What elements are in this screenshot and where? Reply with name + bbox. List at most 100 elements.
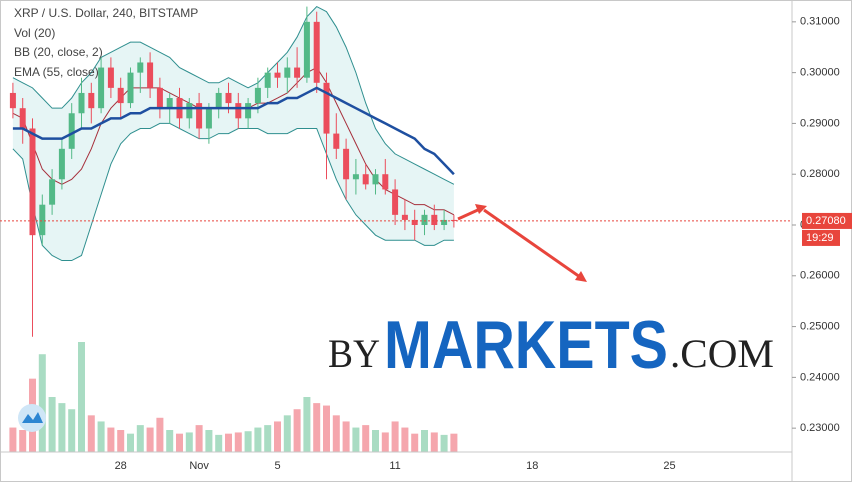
volume-bar <box>215 434 223 452</box>
volume-bar <box>313 403 321 452</box>
logo <box>18 404 46 432</box>
last-price-tag <box>802 212 852 229</box>
candle-body <box>392 189 399 215</box>
volume-bar <box>136 425 144 452</box>
volume-bar <box>401 427 409 452</box>
candle-body <box>450 219 457 221</box>
candle-body <box>431 214 438 225</box>
x-tick-label: 18 <box>526 460 538 472</box>
volume-bar <box>440 434 448 452</box>
candle-body <box>294 67 301 78</box>
volume-bar <box>166 430 174 452</box>
volume-bar <box>38 354 46 452</box>
candle-body <box>313 21 320 83</box>
volume-bar <box>107 427 115 452</box>
candle-body <box>98 67 105 109</box>
candle-body <box>333 133 340 149</box>
candle-body <box>78 92 85 114</box>
volume-bar <box>146 427 154 452</box>
volume-bar <box>185 432 193 452</box>
x-tick-label: 5 <box>274 460 280 472</box>
volume-bar <box>391 421 399 452</box>
candle-body <box>196 103 203 129</box>
candle-body <box>137 62 144 73</box>
candle-body <box>264 72 271 88</box>
legend-volume: Vol (20) <box>14 26 55 40</box>
ema-line <box>12 86 455 176</box>
volume-bar <box>19 430 27 452</box>
candle-body <box>68 113 75 149</box>
volume-bar <box>68 409 76 452</box>
watermark-suffix: .COM <box>670 331 774 376</box>
volume-bar <box>78 342 85 452</box>
candle-body <box>147 62 154 88</box>
volume-bar <box>332 415 340 452</box>
candle-body <box>88 92 95 109</box>
candle-body <box>401 214 408 220</box>
candle-body <box>205 108 212 129</box>
candle-body <box>9 92 16 109</box>
volume-bar <box>9 427 17 452</box>
candle-body <box>166 98 173 109</box>
candle-body <box>441 219 448 225</box>
volume-bar <box>274 421 281 452</box>
volume-bar <box>421 430 428 452</box>
candle-body <box>362 174 369 185</box>
volume-bar <box>430 432 438 452</box>
candle-body <box>235 103 242 119</box>
forecast-arrows <box>457 204 587 282</box>
candle-body <box>127 72 134 104</box>
candle-body <box>29 128 36 236</box>
watermark: BY MARKETS .COM <box>328 307 774 383</box>
arrow-up <box>457 207 481 221</box>
volume-bar <box>127 433 134 452</box>
x-tick-label: 28 <box>115 460 127 472</box>
chart-title: XRP / U.S. Dollar, 240, BITSTAMP <box>14 6 198 20</box>
candle-body <box>117 87 124 104</box>
y-tick-label: 0.31000 <box>800 16 840 28</box>
countdown-label: 19:29 <box>806 232 834 244</box>
volume-bar <box>450 433 458 452</box>
volume-bar <box>176 433 183 452</box>
candle-body <box>58 148 65 180</box>
candle-body <box>343 148 350 180</box>
volume-bar <box>372 430 379 452</box>
volume-bar <box>264 425 272 452</box>
candle-body <box>323 82 330 134</box>
candle-body <box>284 67 291 78</box>
volume-bar <box>411 433 419 452</box>
candle-body <box>186 103 193 119</box>
volume-bar <box>205 430 213 452</box>
volume-bar <box>117 430 125 452</box>
candle-body <box>274 72 281 78</box>
y-tick-label: 0.28000 <box>800 168 840 180</box>
bb-lower <box>12 122 454 262</box>
legend-bb: BB (20, close, 2) <box>14 45 103 59</box>
watermark-prefix: BY <box>328 331 380 376</box>
volume-bar <box>234 432 242 452</box>
volume-bar <box>293 409 301 452</box>
volume-bar <box>58 403 66 452</box>
bb-band <box>12 6 454 261</box>
candle-body <box>421 214 428 225</box>
candle-body <box>49 179 56 205</box>
candle-body <box>352 174 359 180</box>
candle-body <box>245 103 252 119</box>
y-tick-label: 0.30000 <box>800 67 840 79</box>
logo-mark <box>22 412 43 423</box>
volume-bar <box>48 397 56 452</box>
x-tick-label: 11 <box>389 460 400 472</box>
candle-body <box>156 87 163 109</box>
plot-area <box>0 5 792 452</box>
logo-circle <box>18 404 46 432</box>
x-tick-label: 25 <box>663 460 675 472</box>
volume-bar <box>156 417 164 452</box>
candle-body <box>382 174 389 190</box>
candle-body <box>372 174 379 185</box>
candle-body <box>39 204 46 236</box>
volume-bar <box>97 421 105 452</box>
volume-bar <box>87 415 95 452</box>
x-tick-label: Nov <box>189 460 209 472</box>
volume-bar <box>362 425 370 452</box>
candle-body <box>225 92 232 104</box>
